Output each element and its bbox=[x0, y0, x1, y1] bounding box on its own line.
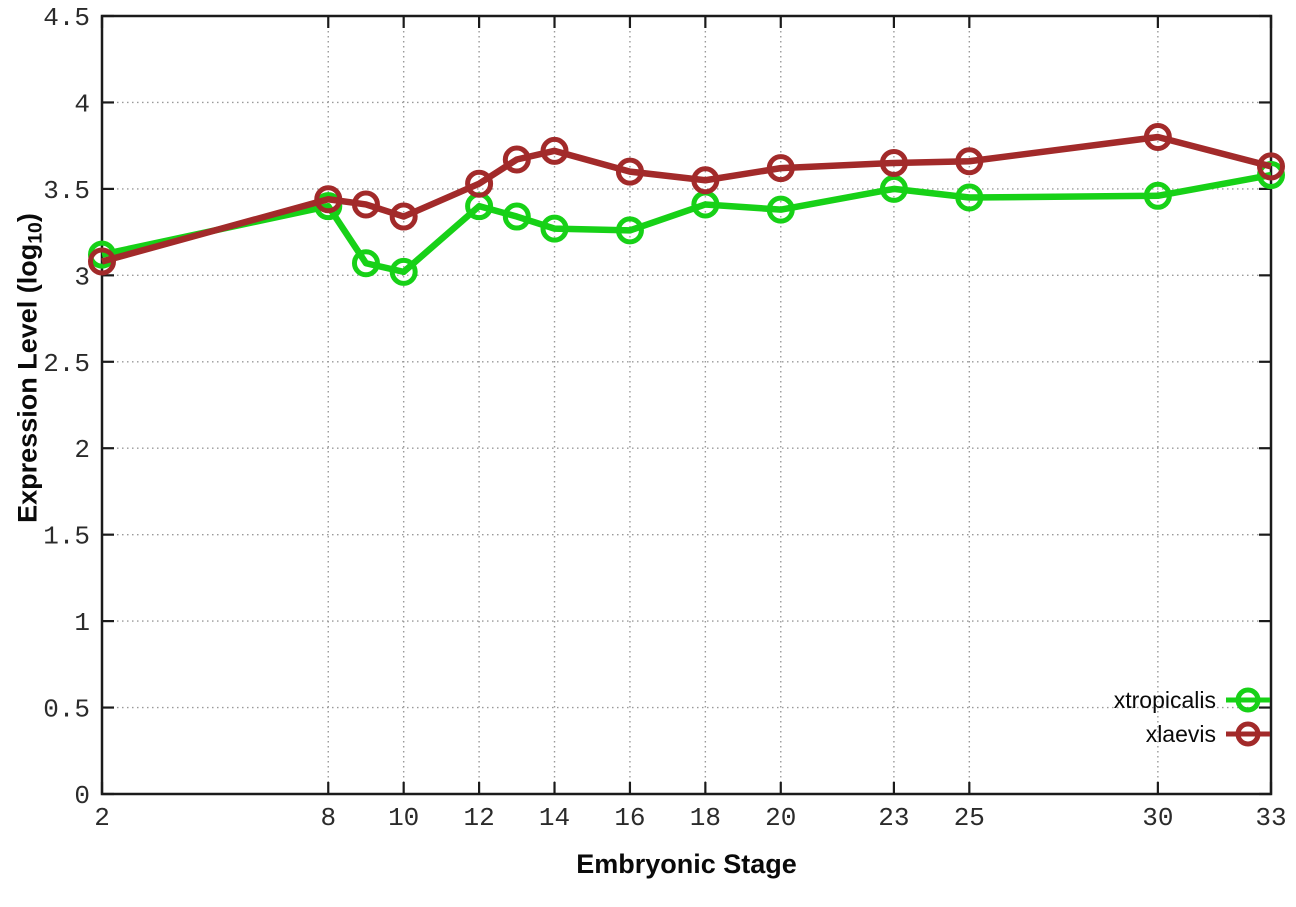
legend: xtropicalis xlaevis bbox=[1114, 684, 1272, 750]
y-axis-title-text: Expression Level (log bbox=[12, 243, 43, 523]
x-tick-label: 23 bbox=[878, 803, 909, 833]
x-tick-label: 25 bbox=[954, 803, 985, 833]
y-tick-label: 3.5 bbox=[43, 176, 90, 206]
y-tick-label: 1.5 bbox=[43, 522, 90, 552]
data-point-xtropicalis bbox=[351, 249, 380, 278]
data-point-xlaevis bbox=[1257, 152, 1285, 181]
x-tick-label: 8 bbox=[320, 803, 336, 833]
data-point-xtropicalis bbox=[389, 257, 418, 286]
data-point-xlaevis bbox=[540, 136, 569, 165]
y-tick-label: 0 bbox=[74, 781, 90, 811]
legend-marker-xtropicalis bbox=[1226, 687, 1270, 713]
data-point-xlaevis bbox=[314, 185, 343, 214]
legend-label-xlaevis: xlaevis bbox=[1145, 720, 1216, 747]
x-tick-label: 12 bbox=[463, 803, 494, 833]
data-point-xtropicalis bbox=[1143, 181, 1172, 210]
x-tick-label: 33 bbox=[1255, 803, 1286, 833]
data-point-xlaevis bbox=[389, 202, 418, 231]
data-point-xtropicalis bbox=[615, 216, 644, 245]
data-point-xtropicalis bbox=[502, 202, 531, 231]
x-axis-title: Embryonic Stage bbox=[576, 849, 797, 879]
y-tick-label: 4.5 bbox=[43, 3, 90, 33]
y-axis-title: Expression Level (log10) bbox=[12, 213, 47, 523]
x-tick-label: 18 bbox=[690, 803, 721, 833]
x-tick-label: 10 bbox=[388, 803, 419, 833]
data-point-xlaevis bbox=[502, 145, 531, 174]
data-point-xlaevis bbox=[955, 147, 984, 176]
legend-label-xtropicalis: xtropicalis bbox=[1113, 686, 1216, 713]
x-tick-label: 30 bbox=[1142, 803, 1173, 833]
y-tick-label: 1 bbox=[74, 608, 90, 638]
y-tick-label: 0.5 bbox=[43, 695, 90, 725]
x-tick-label: 20 bbox=[765, 803, 796, 833]
legend-sample-circle-icon bbox=[1235, 721, 1261, 747]
data-point-xtropicalis bbox=[955, 183, 984, 212]
x-tick-label: 16 bbox=[614, 803, 645, 833]
x-tick-label: 2 bbox=[94, 803, 110, 833]
y-axis-title-close: ) bbox=[12, 213, 43, 223]
data-point-xtropicalis bbox=[540, 214, 569, 243]
y-tick-label: 3 bbox=[74, 262, 90, 292]
y-axis-title-subscript: 10 bbox=[24, 222, 47, 244]
data-point-xlaevis bbox=[351, 190, 380, 219]
data-point-xlaevis bbox=[88, 247, 116, 276]
legend-item-xtropicalis: xtropicalis bbox=[1114, 684, 1272, 716]
data-point-xlaevis bbox=[615, 157, 644, 186]
data-point-xlaevis bbox=[1143, 123, 1172, 152]
data-point-xlaevis bbox=[465, 169, 494, 198]
y-tick-label: 2.5 bbox=[43, 349, 90, 379]
data-point-xtropicalis bbox=[766, 195, 795, 224]
data-point-xlaevis bbox=[766, 154, 795, 183]
data-point-xlaevis bbox=[879, 148, 908, 177]
x-tick-label: 14 bbox=[539, 803, 570, 833]
y-tick-label: 2 bbox=[74, 435, 90, 465]
y-tick-label: 4 bbox=[74, 89, 90, 119]
legend-sample-circle-icon bbox=[1235, 687, 1261, 713]
data-point-xlaevis bbox=[691, 166, 720, 195]
legend-marker-xlaevis bbox=[1226, 721, 1270, 747]
data-point-xtropicalis bbox=[879, 174, 908, 203]
legend-item-xlaevis: xlaevis bbox=[1114, 718, 1272, 750]
plot-border bbox=[100, 14, 1273, 796]
